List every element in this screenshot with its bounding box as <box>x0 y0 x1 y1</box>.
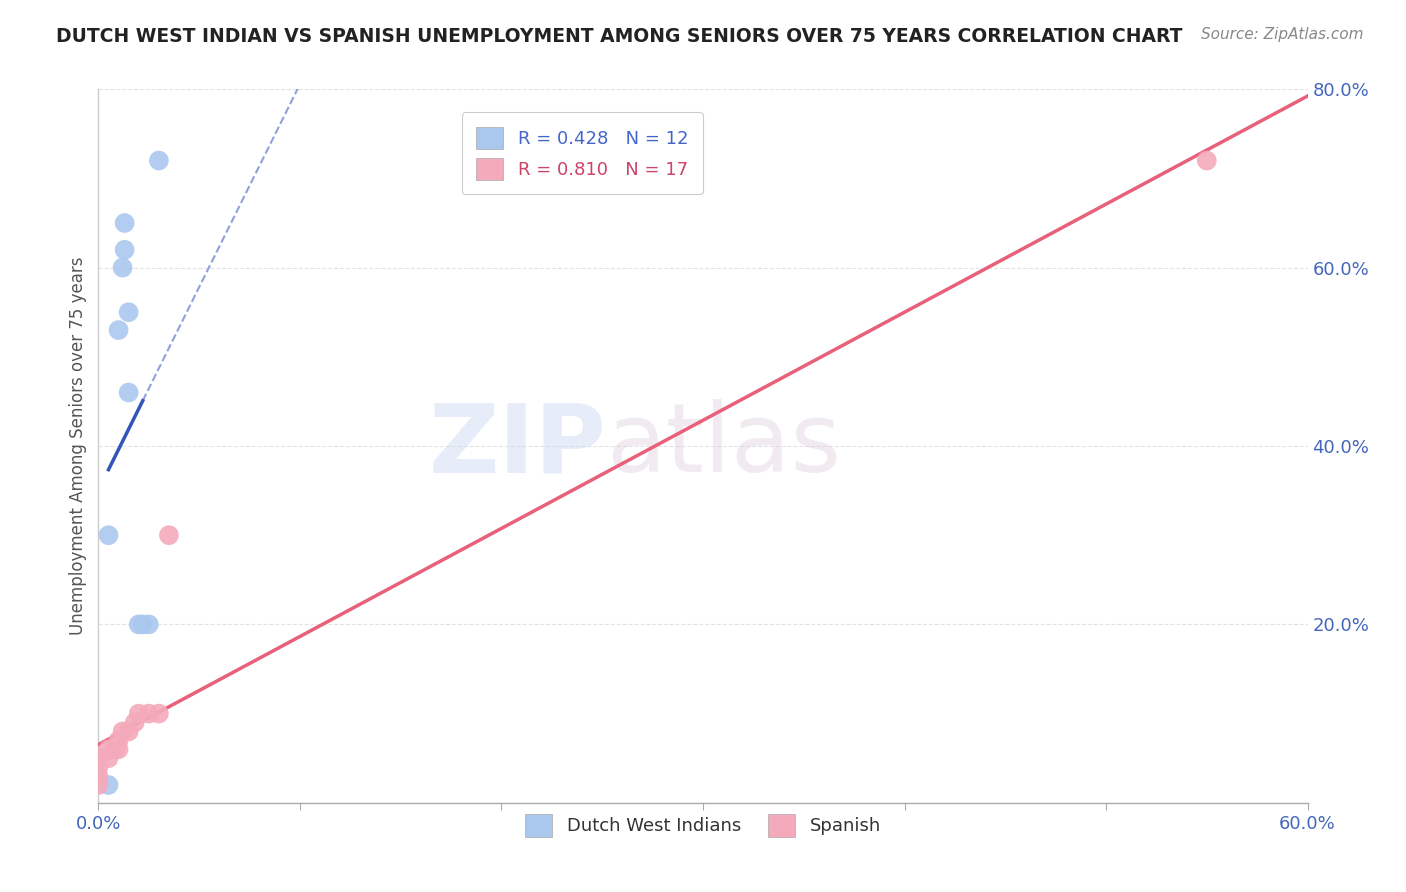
Text: ZIP: ZIP <box>429 400 606 492</box>
Point <box>124 715 146 730</box>
Point <box>87 769 110 783</box>
Point <box>118 724 141 739</box>
Text: Source: ZipAtlas.com: Source: ZipAtlas.com <box>1201 27 1364 42</box>
Point <box>128 617 150 632</box>
Point <box>118 385 141 400</box>
Point <box>97 778 120 792</box>
Point <box>114 216 136 230</box>
Point <box>97 742 120 756</box>
Point <box>114 243 136 257</box>
Point <box>148 153 170 168</box>
Legend: Dutch West Indians, Spanish: Dutch West Indians, Spanish <box>517 807 889 844</box>
Point <box>97 528 120 542</box>
Point <box>157 528 180 542</box>
Point <box>1195 153 1218 168</box>
Point <box>103 742 125 756</box>
Point <box>138 617 160 632</box>
Point <box>132 617 155 632</box>
Point <box>107 733 129 747</box>
Point <box>87 778 110 792</box>
Point <box>111 260 134 275</box>
Point <box>118 305 141 319</box>
Text: atlas: atlas <box>606 400 841 492</box>
Point <box>111 724 134 739</box>
Point <box>107 742 129 756</box>
Text: DUTCH WEST INDIAN VS SPANISH UNEMPLOYMENT AMONG SENIORS OVER 75 YEARS CORRELATIO: DUTCH WEST INDIAN VS SPANISH UNEMPLOYMEN… <box>56 27 1182 45</box>
Point <box>87 760 110 774</box>
Point <box>87 751 110 765</box>
Point <box>138 706 160 721</box>
Y-axis label: Unemployment Among Seniors over 75 years: Unemployment Among Seniors over 75 years <box>69 257 87 635</box>
Point <box>128 706 150 721</box>
Point <box>97 751 120 765</box>
Point <box>107 323 129 337</box>
Point <box>148 706 170 721</box>
